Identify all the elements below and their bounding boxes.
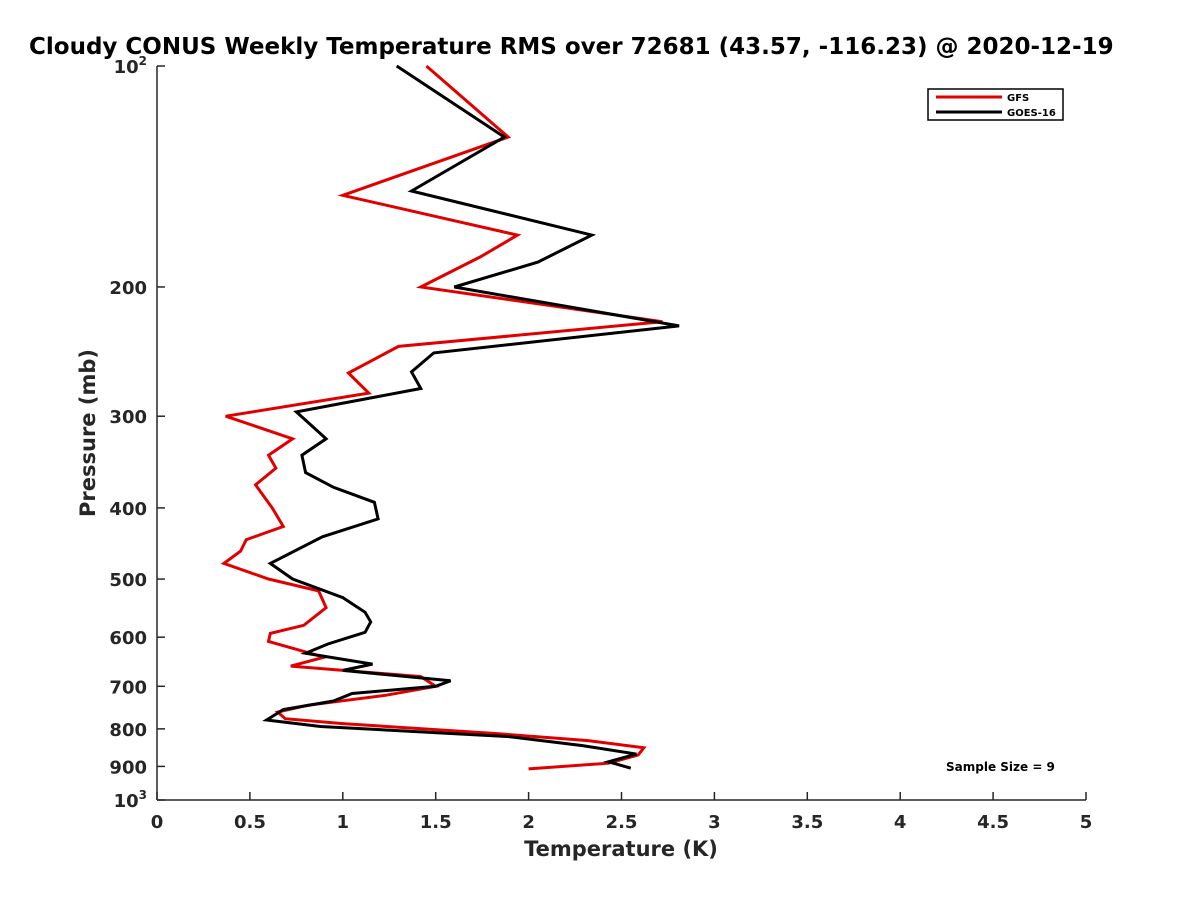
y-tick-label: 300 [109, 407, 147, 428]
series-line-gfs [220, 64, 663, 771]
legend-label: GOES-16 [1007, 108, 1056, 119]
x-ticks: 0 0.5 1 1.5 2 2.5 3 3.5 4 4.5 5 [151, 792, 1093, 833]
series-lines [220, 64, 680, 771]
x-tick-label: 0.5 [234, 812, 266, 833]
chart-title: Cloudy CONUS Weekly Temperature RMS over… [29, 34, 1114, 60]
y-tick-label: 800 [109, 720, 147, 741]
x-tick-label: 0 [151, 812, 164, 833]
y-tick-label: 103 [114, 788, 147, 812]
x-tick-label: 3.5 [791, 812, 823, 833]
y-tick-label: 500 [109, 570, 147, 591]
legend-label: GFS [1007, 93, 1029, 104]
x-axis-label: Temperature (K) [524, 837, 718, 861]
y-tick-label: 700 [109, 677, 147, 698]
y-tick-label: 600 [109, 628, 147, 649]
y-tick-label: 102 [114, 54, 147, 78]
legend: GFS GOES-16 [927, 88, 1064, 121]
x-tick-label: 4 [894, 812, 907, 833]
y-tick-label: 200 [109, 278, 147, 299]
x-tick-label: 3 [708, 812, 721, 833]
x-tick-label: 4.5 [977, 812, 1009, 833]
series-line-goes-16 [262, 64, 680, 770]
y-axis-label: Pressure (mb) [76, 349, 100, 517]
x-tick-label: 5 [1080, 812, 1093, 833]
x-tick-label: 1.5 [420, 812, 452, 833]
y-ticks: 102 200 300 400 500 600 700 800 900 103 [109, 54, 165, 812]
x-tick-label: 2 [522, 812, 535, 833]
legend-box [927, 88, 1064, 121]
y-tick-label: 400 [109, 499, 147, 520]
x-tick-label: 2.5 [606, 812, 638, 833]
x-tick-label: 1 [337, 812, 350, 833]
axes [156, 66, 1086, 801]
y-tick-label: 900 [109, 757, 147, 778]
sample-size-note: Sample Size = 9 [946, 760, 1055, 774]
